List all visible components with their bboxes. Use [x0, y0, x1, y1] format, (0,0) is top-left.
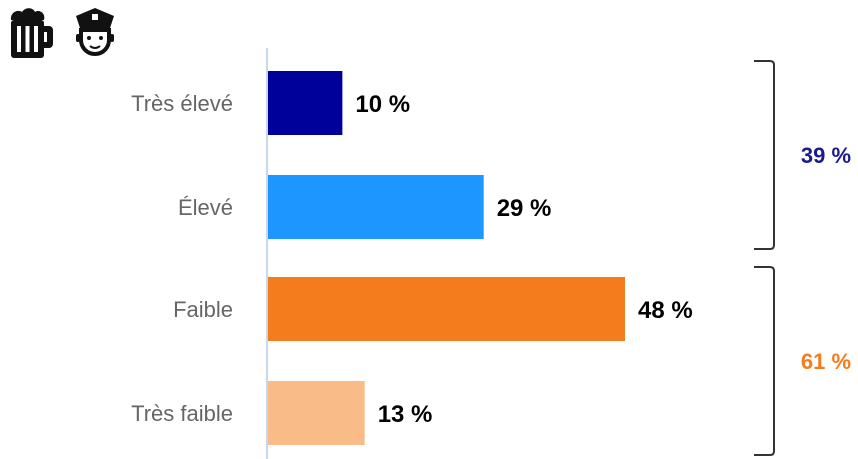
- group-bracket-1: [754, 266, 775, 456]
- category-label: Très élevé: [131, 91, 233, 116]
- value-label: 48 %: [638, 297, 693, 324]
- category-label: Élevé: [178, 195, 233, 220]
- group-bracket-0: [754, 60, 775, 250]
- group-total-label: 61 %: [801, 349, 851, 374]
- group-total-label: 39 %: [801, 143, 851, 168]
- beer-mug-icon: [10, 8, 53, 58]
- category-label: Très faible: [131, 401, 233, 426]
- bar-0: [268, 71, 343, 135]
- police-officer-icon: [76, 8, 114, 56]
- bar-2: [268, 277, 625, 341]
- value-label: 10 %: [355, 91, 410, 118]
- category-label: Faible: [173, 297, 233, 322]
- value-label: 13 %: [378, 401, 433, 428]
- value-label: 29 %: [497, 195, 552, 222]
- bar-1: [268, 175, 484, 239]
- icon-row: [8, 6, 128, 64]
- bar-3: [268, 381, 365, 445]
